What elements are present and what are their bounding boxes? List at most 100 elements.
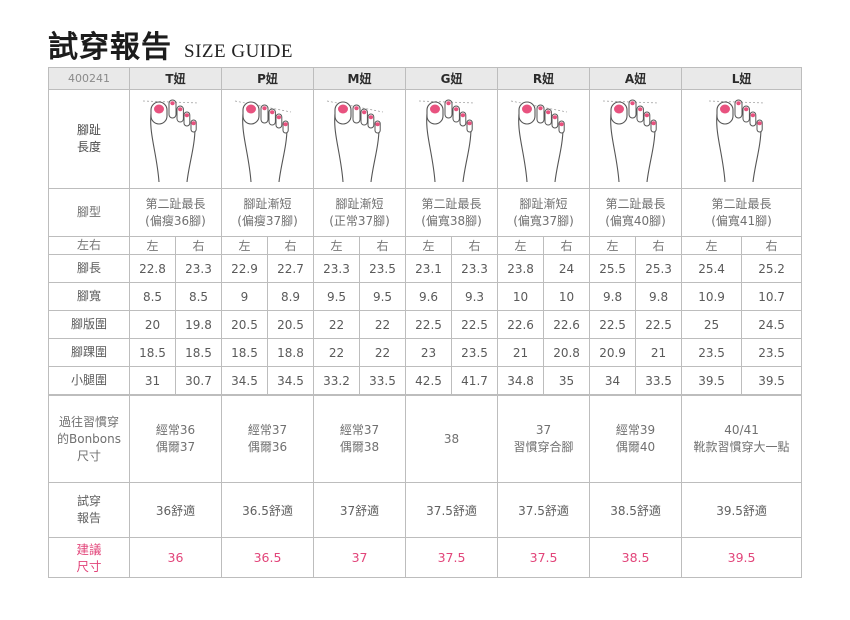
circ-right-value: 20.5 [266,310,315,339]
length-left-value: 23.3 [313,254,361,283]
left-label: 左 [221,236,268,255]
ankle-right-value: 18.8 [266,338,315,367]
side-row: 左右左右左右左右左右左右左右左右 [48,236,803,255]
ankle-left-value: 20.9 [589,338,637,367]
length-left-value: 22.9 [221,254,268,283]
calf-right-value: 39.5 [741,366,803,396]
ankle-right-value: 23.5 [451,338,499,367]
calf-left-value: 34.5 [221,366,268,396]
trial-report-cell: 36.5舒適 [220,482,315,538]
foot-shape-line: (偏寬38腳) [421,213,482,228]
left-label: 左 [405,236,453,255]
foot-shape-cell: 第二趾最長 (偏寬38腳) [405,188,499,237]
past-size-line: 偶爾38 [339,440,380,454]
right-label: 右 [635,236,683,255]
trial-report-cell: 37.5舒適 [405,482,499,538]
row-label-length: 腳長 [48,254,130,283]
trial-report-cell: 37舒適 [313,482,407,538]
model-name-r: R妞 [497,67,591,90]
width-left-value: 9.8 [589,282,637,311]
calf-right-value: 30.7 [175,366,222,396]
trial-report-cell: 36舒適 [129,482,222,538]
past-size-line: 37 [535,423,552,437]
width-right-value: 9.5 [359,282,407,311]
row-label-calf: 小腿圍 [48,366,130,396]
ankle-left-value: 23 [405,338,453,367]
row-label-past-size: 過往習慣穿 的Bonbons 尺寸 [48,394,130,483]
row-label-past-size-line: 過往習慣穿 [58,414,119,429]
left-label: 左 [129,236,176,255]
circ-row: 腳版圍 20 19.8 20.5 20.5 22 22 22.5 22.5 22.6 22.6 22.… [48,310,803,339]
ankle-right-value: 23.5 [741,338,803,367]
trial-report-row: 試穿 報告 36舒適 36.5舒適 37舒適 37.5舒適 37.5舒適 38.5舒適 39.5… [48,482,803,538]
foot-outline-icon [129,89,222,189]
length-left-value: 23.1 [405,254,453,283]
foot-shape-cell: 第二趾最長 (偏寬40腳) [589,188,683,237]
length-right-value: 22.7 [266,254,315,283]
circ-right-value: 22.5 [451,310,499,339]
right-label: 右 [266,236,315,255]
length-right-value: 23.5 [359,254,407,283]
foot-shape-line: (偏寬40腳) [605,213,666,228]
foot-shape-line: 腳趾漸短 [519,196,568,211]
width-right-value: 9.3 [451,282,499,311]
right-label: 右 [451,236,499,255]
width-left-value: 9.6 [405,282,453,311]
length-left-value: 25.5 [589,254,637,283]
foot-shape-line: 腳趾漸短 [243,196,292,211]
width-row: 腳寬 8.5 8.5 9 8.9 9.5 9.5 9.6 9.3 10 10 9.8 9.8 10.9 10… [48,282,803,311]
past-size-cell: 經常39 偶爾40 [589,394,683,483]
left-label: 左 [681,236,743,255]
past-size-cell: 38 [405,394,499,483]
recommended-size-cell: 37 [313,537,407,578]
width-left-value: 10 [497,282,545,311]
circ-left-value: 25 [681,310,743,339]
width-right-value: 8.9 [266,282,315,311]
ankle-right-value: 18.5 [175,338,222,367]
foot-shape-cell: 第二趾最長 (偏瘦36腳) [129,188,222,237]
page-title: 試穿報告 [48,30,172,65]
right-label: 右 [175,236,222,255]
circ-left-value: 22.6 [497,310,545,339]
circ-left-value: 20.5 [221,310,268,339]
past-size-line: 38 [443,431,460,446]
circ-left-value: 22 [313,310,361,339]
width-left-value: 9.5 [313,282,361,311]
size-guide-table: 400241 T妞 P妞 M妞 G妞 R妞 A妞 L妞 腳趾 長度 腳型 第二趾最長 (偏瘦36腳) 腳趾… [48,67,803,578]
foot-shape-row: 腳型 第二趾最長 (偏瘦36腳) 腳趾漸短 (偏瘦37腳) 腳趾漸短 (正常37腳) 第二趾最… [48,188,803,237]
past-size-line: 偶爾40 [615,440,656,454]
width-right-value: 9.8 [635,282,683,311]
past-size-line: 經常36 [155,423,196,437]
row-label-circ: 腳版圍 [48,310,130,339]
model-number: 400241 [48,67,130,90]
foot-shape-line: 第二趾最長 [145,196,206,211]
row-label-recommended-size: 建議 尺寸 [48,537,130,578]
recommended-size-row: 建議 尺寸 36 36.5 37 37.5 37.5 38.5 39.5 [48,537,803,578]
foot-outline-icon [497,89,591,189]
foot-shape-line: (偏瘦36腳) [145,213,206,228]
trial-report-cell: 38.5舒適 [589,482,683,538]
foot-shape-cell: 腳趾漸短 (正常37腳) [313,188,407,237]
foot-shape-line: 第二趾最長 [605,196,666,211]
recommended-size-cell: 36.5 [220,537,315,578]
past-size-cell: 經常37 偶爾36 [220,394,315,483]
recommended-size-cell: 37.5 [405,537,499,578]
length-left-value: 23.8 [497,254,545,283]
left-label: 左 [313,236,361,255]
row-label-trial-report-line: 試穿 [76,494,101,508]
row-label-trial-report: 試穿 報告 [48,482,130,538]
width-right-value: 10 [543,282,591,311]
ankle-right-value: 22 [359,338,407,367]
length-right-value: 25.3 [635,254,683,283]
past-size-line: 偶爾36 [247,440,288,454]
foot-shape-cell: 腳趾漸短 (偏瘦37腳) [220,188,315,237]
recommended-size-cell: 37.5 [497,537,591,578]
past-size-cell: 經常37 偶爾38 [313,394,407,483]
ankle-left-value: 18.5 [221,338,268,367]
past-size-cell: 40/41 靴款習慣穿大一點 [681,394,803,483]
past-size-line: 經常37 [339,423,380,437]
row-label-toe-length: 腳趾 長度 [48,89,130,189]
foot-outline-icon [220,89,315,189]
calf-right-value: 41.7 [451,366,499,396]
foot-shape-line: 第二趾最長 [421,196,482,211]
